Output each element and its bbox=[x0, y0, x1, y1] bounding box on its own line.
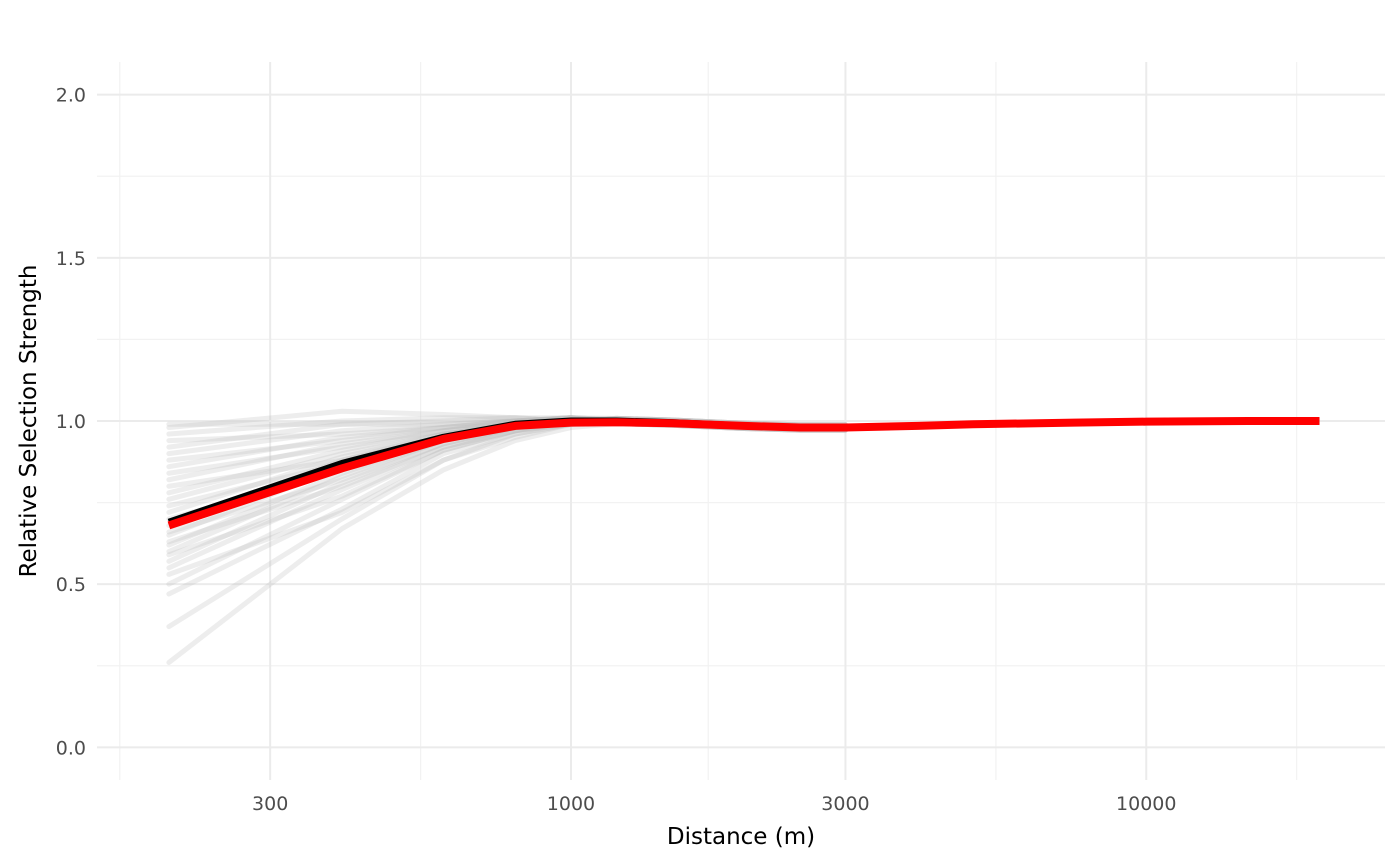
summary-lines bbox=[167, 417, 1320, 530]
y-tick-labels: 0.0 0.5 1.0 1.5 2.0 bbox=[56, 85, 86, 760]
x-tick-label: 10000 bbox=[1116, 793, 1176, 815]
x-tick-label: 300 bbox=[252, 793, 288, 815]
y-tick-label: 0.0 bbox=[56, 737, 86, 759]
fit-line bbox=[167, 417, 1320, 530]
x-tick-labels: 300 1000 3000 10000 bbox=[252, 793, 1176, 815]
x-tick-label: 1000 bbox=[547, 793, 595, 815]
y-axis-title: Relative Selection Strength bbox=[16, 265, 42, 578]
y-tick-label: 1.0 bbox=[56, 411, 86, 433]
y-tick-label: 0.5 bbox=[56, 574, 86, 596]
y-tick-label: 1.5 bbox=[56, 248, 86, 270]
x-tick-label: 3000 bbox=[821, 793, 869, 815]
y-tick-label: 2.0 bbox=[56, 85, 86, 107]
x-axis-title: Distance (m) bbox=[667, 824, 815, 850]
